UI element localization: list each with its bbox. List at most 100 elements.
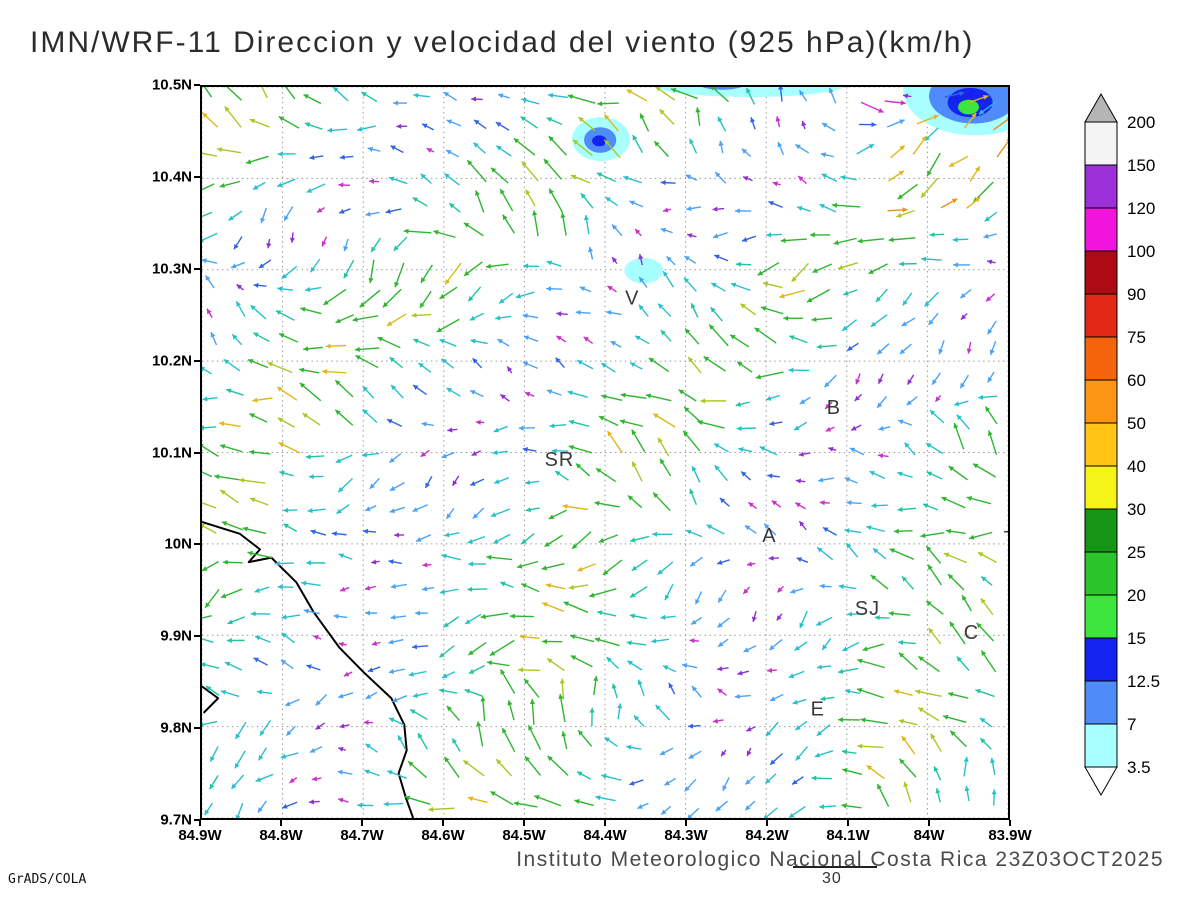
wind-arrow-head xyxy=(734,208,740,214)
wind-arrow-head xyxy=(851,425,857,431)
wind-arrow-head xyxy=(493,427,500,433)
wind-arrow-head xyxy=(792,779,798,785)
wind-arrow-head xyxy=(359,302,365,308)
wind-arrow-head xyxy=(630,362,636,368)
wind-arrow-head xyxy=(606,657,612,663)
y-axis-tick xyxy=(194,359,200,362)
wind-arrow-head xyxy=(525,507,532,513)
wind-arrow-head xyxy=(521,161,527,167)
wind-arrow-head xyxy=(354,346,360,353)
wind-arrow-head xyxy=(331,531,337,537)
wind-arrow-head xyxy=(928,628,934,634)
wind-arrow-head xyxy=(690,561,696,567)
wind-arrow-head xyxy=(364,585,371,591)
wind-arrow-head xyxy=(820,696,826,702)
wind-arrow-head xyxy=(854,395,860,401)
wind-arrow-head xyxy=(966,348,972,354)
wind-arrow-head xyxy=(388,639,394,645)
wind-arrow-head xyxy=(522,313,528,319)
x-axis-tick xyxy=(847,820,849,826)
wind-arrow-head xyxy=(921,136,927,142)
wind-arrow-head xyxy=(703,356,710,362)
wind-arrow-head xyxy=(386,321,393,326)
wind-arrow-head xyxy=(873,548,879,554)
wind-arrow-head xyxy=(443,92,450,97)
wind-arrow-head xyxy=(735,261,741,267)
wind-arrow-head xyxy=(500,581,506,587)
wind-arrow-head xyxy=(277,182,283,188)
wind-arrow-head xyxy=(663,207,669,213)
wind-arrow-head xyxy=(684,277,690,284)
wind-arrow-head xyxy=(825,403,831,409)
wind-arrow-head xyxy=(898,718,905,724)
wind-arrow-head xyxy=(441,453,447,459)
shaded-speed-region xyxy=(624,257,664,284)
x-axis-tick xyxy=(280,820,282,826)
wind-arrow-head xyxy=(561,731,567,737)
wind-arrow-head xyxy=(367,667,374,673)
wind-arrow-shaft xyxy=(202,445,219,457)
wind-arrow-head xyxy=(315,724,322,730)
wind-arrow-head xyxy=(249,413,255,419)
wind-arrow-head xyxy=(818,477,824,483)
wind-arrow-head xyxy=(403,228,409,234)
wind-arrow-head xyxy=(306,187,313,193)
wind-arrow-head xyxy=(898,419,904,425)
wind-arrow-head xyxy=(369,483,375,489)
wind-arrow-head xyxy=(338,553,345,559)
wind-arrow-head xyxy=(989,757,996,764)
wind-arrow-head xyxy=(870,321,877,327)
wind-arrow-head xyxy=(266,243,272,249)
wind-arrow-head xyxy=(798,176,804,182)
wind-arrow-head xyxy=(930,733,936,740)
y-axis-tick xyxy=(194,267,200,270)
wind-arrow-head xyxy=(899,348,906,355)
wind-arrow-head xyxy=(604,139,610,146)
wind-arrow-head xyxy=(305,286,311,292)
wind-arrow-head xyxy=(788,367,794,373)
wind-arrow-head xyxy=(612,257,618,263)
wind-arrow-head xyxy=(369,178,375,184)
wind-arrow-head xyxy=(951,198,958,204)
wind-arrow-head xyxy=(746,87,751,94)
wind-arrow-head xyxy=(878,107,884,113)
colorbar-band xyxy=(1084,422,1118,467)
wind-arrow-head xyxy=(893,528,899,534)
wind-arrow-head xyxy=(690,303,696,309)
wind-arrow-head xyxy=(202,396,208,402)
wind-arrow-head xyxy=(282,803,288,809)
wind-arrow-head xyxy=(949,621,955,628)
colorbar-level-label: 30 xyxy=(1127,500,1146,519)
y-axis-tick-label: 10.4N xyxy=(151,168,192,186)
wind-arrow-head xyxy=(322,369,328,375)
colorbar-level-label: 3.5 xyxy=(1127,758,1151,777)
wind-arrow-head xyxy=(515,293,522,299)
wind-arrow-head xyxy=(549,188,554,195)
wind-arrow-head xyxy=(529,699,536,705)
wind-arrow-head xyxy=(817,547,823,553)
wind-arrow-head xyxy=(559,678,565,684)
wind-arrow-head xyxy=(202,722,204,728)
wind-arrow-head xyxy=(361,92,367,97)
wind-arrow-head xyxy=(467,160,473,166)
colorbar-band xyxy=(1084,121,1118,166)
wind-arrow-head xyxy=(495,315,501,321)
wind-arrow-head xyxy=(768,200,774,206)
wind-arrow-head xyxy=(927,564,933,571)
wind-arrow-head xyxy=(475,419,481,425)
wind-arrow-head xyxy=(683,430,689,437)
wind-arrow-head xyxy=(300,306,306,312)
wind-arrow-head xyxy=(472,513,479,519)
wind-arrow-head xyxy=(799,521,805,527)
wind-arrow-head xyxy=(689,138,695,145)
wind-arrow-head xyxy=(236,301,242,307)
wind-arrow-head xyxy=(471,96,477,102)
wind-arrow-head xyxy=(563,601,570,607)
wind-arrow-head xyxy=(598,537,605,543)
wind-arrow-head xyxy=(371,246,377,252)
y-axis-tick xyxy=(194,175,200,178)
wind-arrow-head xyxy=(632,461,637,468)
wind-arrow-head xyxy=(452,480,458,486)
wind-arrow-head xyxy=(737,361,743,367)
coastline xyxy=(202,685,220,714)
